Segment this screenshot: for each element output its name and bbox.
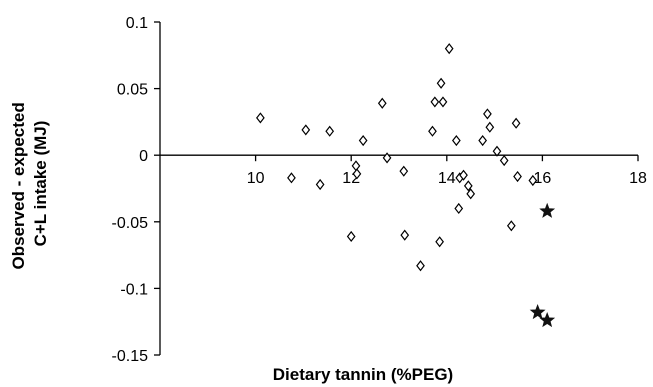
data-point-diamond bbox=[506, 220, 516, 232]
y-tick-label: 0.1 bbox=[126, 15, 148, 32]
data-point-diamond bbox=[382, 152, 392, 164]
data-point-diamond bbox=[492, 145, 502, 157]
y-axis-title-line-1: Observed - expected bbox=[9, 102, 28, 269]
data-point-diamond bbox=[301, 124, 311, 136]
y-tick-label: -0.15 bbox=[112, 348, 149, 365]
tick-marks bbox=[154, 21, 639, 356]
x-tick-label: 10 bbox=[247, 170, 265, 187]
data-point-diamond bbox=[483, 108, 492, 120]
data-point-diamond bbox=[451, 134, 461, 147]
data-point-diamond bbox=[463, 180, 473, 192]
axes bbox=[159, 22, 638, 355]
data-point-diamond bbox=[430, 96, 440, 108]
data-point-diamond bbox=[315, 178, 325, 191]
data-point-diamond bbox=[400, 229, 410, 241]
data-point-star bbox=[539, 202, 556, 218]
data-point-diamond bbox=[466, 188, 476, 200]
x-axis-title: Dietary tannin (%PEG) bbox=[273, 365, 453, 384]
data-point-diamond bbox=[435, 236, 444, 248]
y-axis-title: Observed - expected C+L intake (MJ) bbox=[9, 98, 50, 270]
data-point-diamond bbox=[358, 134, 368, 147]
x-tick-label: 14 bbox=[438, 170, 456, 187]
data-point-diamond bbox=[436, 77, 446, 89]
data-point-diamond bbox=[444, 43, 454, 55]
data-point-diamond bbox=[416, 260, 425, 272]
data-point-diamond bbox=[399, 165, 409, 177]
data-point-diamond bbox=[511, 117, 521, 129]
x-tick-label: 18 bbox=[629, 170, 647, 187]
y-tick-label: 0 bbox=[139, 148, 148, 165]
y-tick-label: 0.05 bbox=[117, 82, 148, 99]
y-axis-title-line-2: C+L intake (MJ) bbox=[31, 121, 50, 247]
data-point-diamond bbox=[346, 230, 356, 243]
data-points bbox=[256, 43, 556, 328]
data-point-diamond bbox=[377, 97, 387, 109]
data-point-diamond bbox=[499, 154, 509, 167]
data-point-diamond bbox=[428, 125, 437, 137]
y-tick-label: -0.1 bbox=[120, 281, 148, 298]
data-point-diamond bbox=[287, 172, 296, 184]
data-point-diamond bbox=[256, 112, 265, 124]
x-tick-label: 16 bbox=[534, 170, 552, 187]
data-point-diamond bbox=[352, 168, 362, 180]
y-tick-label: -0.05 bbox=[112, 215, 149, 232]
data-point-diamond bbox=[454, 202, 464, 215]
data-point-diamond bbox=[485, 121, 495, 133]
data-point-diamond bbox=[351, 160, 361, 172]
data-point-diamond bbox=[459, 169, 468, 181]
data-point-diamond bbox=[325, 125, 335, 137]
data-point-diamond bbox=[528, 174, 538, 187]
data-point-diamond bbox=[438, 96, 448, 108]
data-point-diamond bbox=[513, 170, 522, 183]
data-point-star bbox=[539, 312, 556, 328]
data-point-star bbox=[529, 304, 546, 320]
data-point-diamond bbox=[478, 134, 488, 147]
